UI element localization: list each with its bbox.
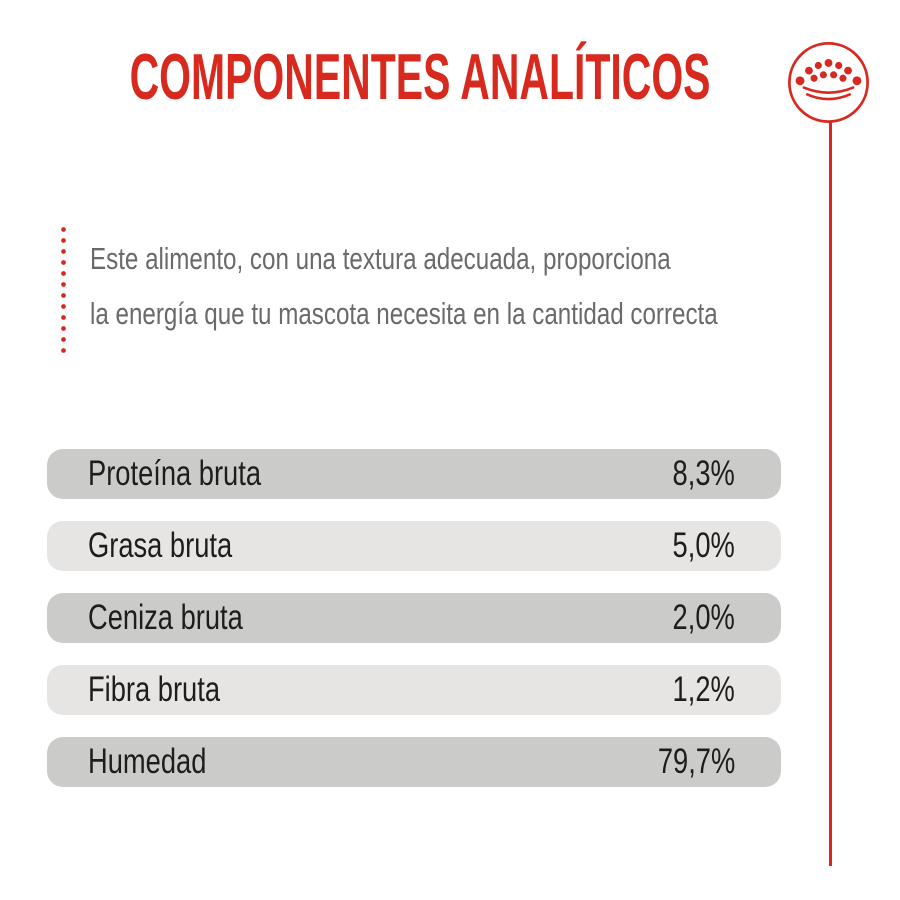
table-row: Humedad 79,7% bbox=[47, 737, 781, 787]
table-row: Ceniza bruta 2,0% bbox=[47, 593, 781, 643]
row-value: 2,0% bbox=[672, 598, 735, 637]
page-title-wrap: COMPONENTES ANALÍTICOS bbox=[0, 44, 840, 109]
royal-canin-crown-icon bbox=[788, 42, 869, 123]
intro-text: Este alimento, con una textura adecuada,… bbox=[90, 231, 895, 341]
row-label: Humedad bbox=[88, 742, 207, 781]
row-label: Fibra bruta bbox=[88, 670, 221, 709]
row-value: 1,2% bbox=[672, 670, 735, 709]
row-value: 8,3% bbox=[672, 454, 735, 493]
analytical-components-table: Proteína bruta 8,3% Grasa bruta 5,0% Cen… bbox=[47, 449, 781, 809]
row-label: Proteína bruta bbox=[88, 454, 262, 493]
table-row: Proteína bruta 8,3% bbox=[47, 449, 781, 499]
row-value: 5,0% bbox=[672, 526, 735, 565]
row-value: 79,7% bbox=[657, 742, 735, 781]
intro-line-1: Este alimento, con una textura adecuada,… bbox=[90, 241, 671, 276]
row-label: Grasa bruta bbox=[88, 526, 233, 565]
intro-line-2: la energía que tu mascota necesita en la… bbox=[90, 296, 718, 331]
dotted-accent-line bbox=[61, 224, 66, 356]
table-row: Grasa bruta 5,0% bbox=[47, 521, 781, 571]
table-row: Fibra bruta 1,2% bbox=[47, 665, 781, 715]
row-label: Ceniza bruta bbox=[88, 598, 243, 637]
page-title: COMPONENTES ANALÍTICOS bbox=[129, 40, 711, 113]
vertical-accent-line bbox=[829, 122, 832, 866]
